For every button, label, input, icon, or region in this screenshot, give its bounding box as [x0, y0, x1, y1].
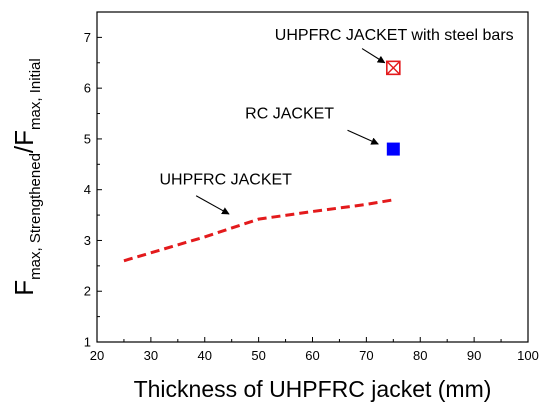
y-axis-title-main: F: [9, 280, 39, 296]
x-tick-label: 100: [517, 348, 539, 363]
y-tick-label: 3: [84, 233, 91, 248]
annotation-label: RC JACKET: [245, 106, 334, 123]
y-tick-label: 7: [84, 30, 91, 45]
x-tick-label: 20: [90, 348, 104, 363]
annotation-arrow: [347, 129, 379, 145]
x-tick-label: 50: [251, 348, 265, 363]
y-axis-ticks: 1 2 3 4 5 6 7: [84, 30, 102, 350]
annotation-label: UHPFRC JACKET: [159, 172, 292, 189]
y-axis-title-slash: /F: [9, 130, 39, 153]
annotation-arrow: [195, 195, 230, 215]
y-tick-label: 6: [84, 81, 91, 96]
x-tick-label: 70: [359, 348, 373, 363]
series-layer: [123, 60, 401, 263]
annotation-arrow: [361, 48, 386, 64]
series-line-uhpfrc-jacket: [123, 198, 394, 263]
y-axis-title: Fmax, Strengthened/Fmax, Initial: [9, 58, 44, 295]
y-tick-label: 4: [84, 182, 91, 197]
x-tick-label: 80: [413, 348, 427, 363]
marker-uhpfrc-steel-bars: [386, 60, 401, 76]
y-tick-label: 2: [84, 284, 91, 299]
y-tick-label: 5: [84, 131, 91, 146]
x-tick-label: 90: [467, 348, 481, 363]
x-tick-label: 60: [305, 348, 319, 363]
x-axis-title: Thickness of UHPFRC jacket (mm): [134, 376, 492, 402]
x-tick-label: 30: [144, 348, 158, 363]
y-tick-label: 1: [84, 335, 91, 350]
y-axis-title-sub2: max, Initial: [27, 58, 44, 130]
x-axis-ticks: 20 30 40 50 60 70 80 90 100: [90, 337, 539, 363]
annotation-label: UHPFRC JACKET with steel bars: [275, 27, 514, 44]
y-axis-title-sub1: max, Strengthened: [27, 153, 44, 280]
marker-rc-jacket: [386, 142, 400, 156]
annotation-layer: UHPFRC JACKET with steel bars RC JACKET UH…: [159, 27, 514, 215]
x-tick-label: 40: [198, 348, 212, 363]
